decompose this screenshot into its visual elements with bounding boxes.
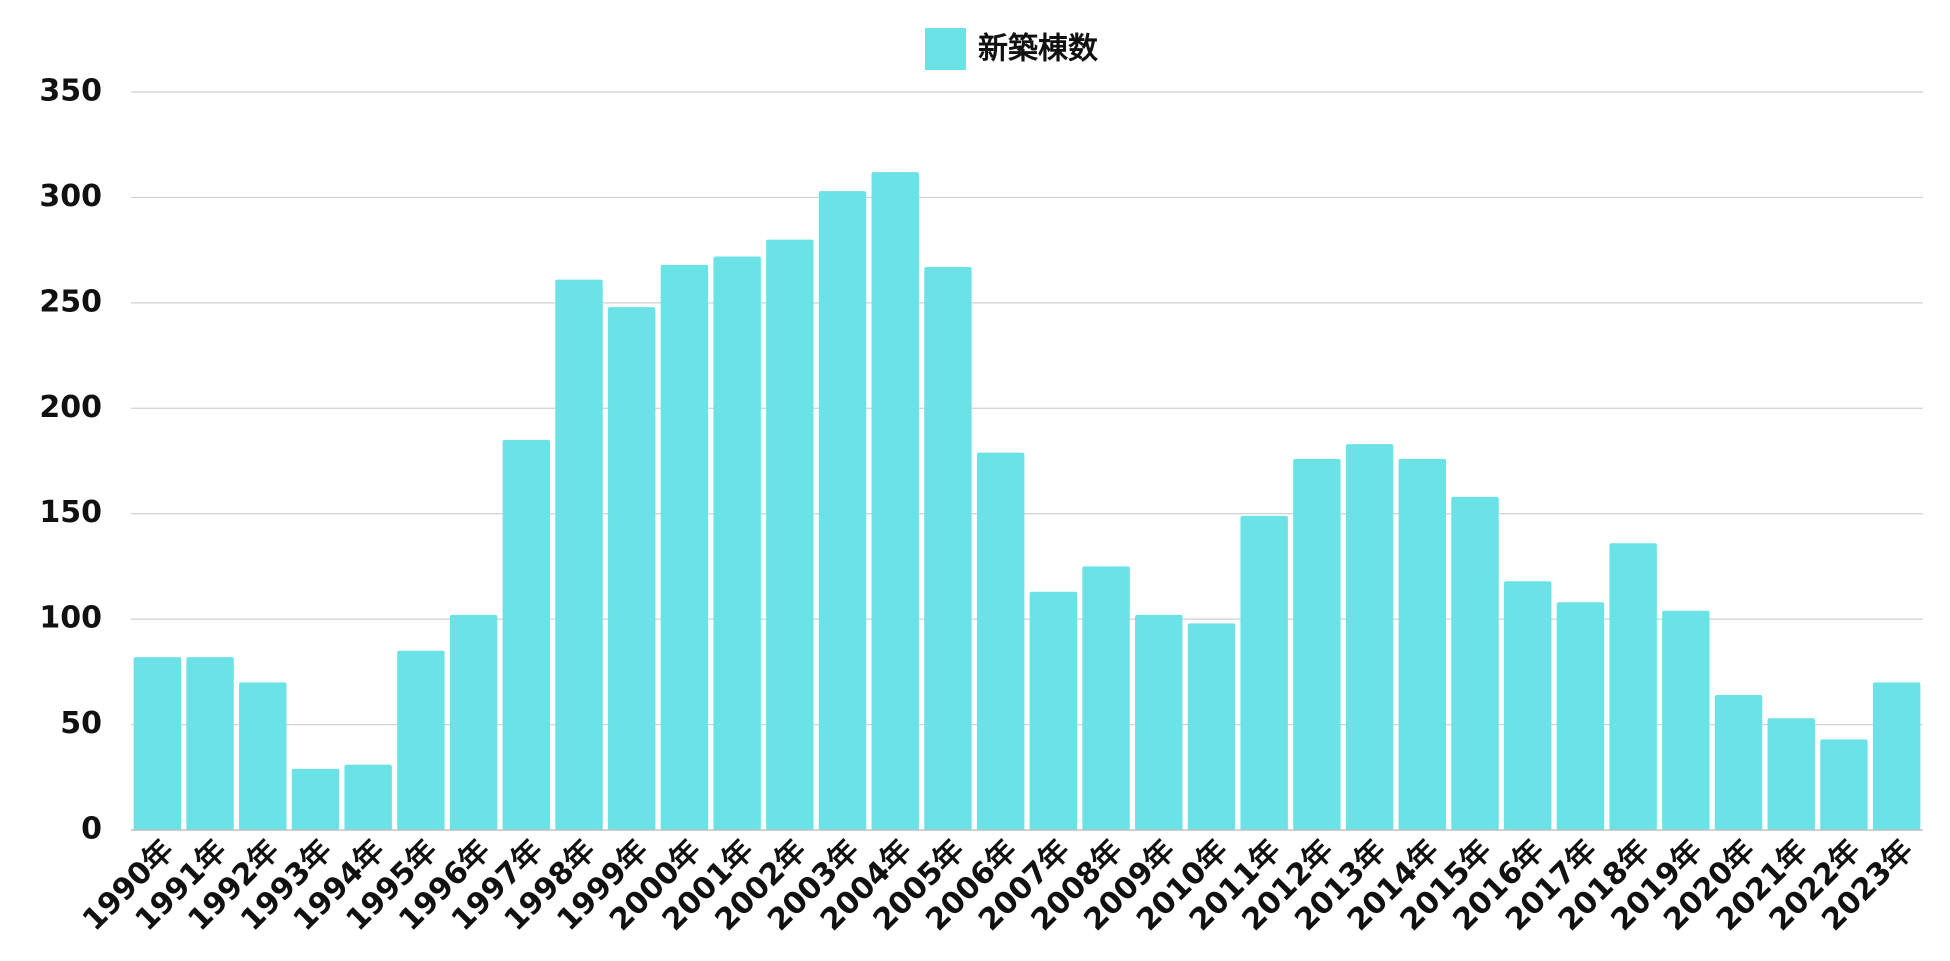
y-tick-label: 50	[60, 706, 102, 741]
legend-label: 新築棟数	[978, 32, 1099, 67]
bar	[502, 439, 551, 830]
bar	[291, 768, 340, 830]
bar	[1820, 739, 1868, 830]
bar	[1345, 444, 1394, 830]
bar	[1662, 610, 1710, 830]
bar	[1135, 614, 1183, 830]
y-tick-label: 250	[39, 284, 102, 319]
bar	[818, 191, 867, 831]
bar	[660, 264, 709, 831]
y-tick-label: 150	[39, 495, 102, 530]
bar	[1082, 566, 1130, 830]
y-tick-label: 350	[39, 74, 102, 109]
bar	[1609, 543, 1657, 830]
bar	[1240, 515, 1288, 830]
bar	[976, 452, 1025, 830]
bar	[713, 256, 761, 830]
y-tick-label: 200	[39, 390, 102, 425]
bar	[1714, 695, 1763, 830]
bar	[1872, 682, 1921, 830]
bar	[607, 307, 656, 830]
bar	[344, 764, 392, 830]
bar	[1767, 718, 1815, 830]
y-tick-label: 300	[39, 179, 102, 214]
bar	[924, 267, 972, 830]
bar	[133, 657, 182, 830]
bar	[1556, 602, 1605, 830]
y-tick-label: 100	[39, 601, 102, 636]
legend-swatch	[925, 28, 966, 70]
bar	[397, 650, 445, 830]
bar	[1398, 458, 1447, 830]
y-tick-label: 0	[81, 812, 102, 847]
bar	[1503, 581, 1552, 830]
bar	[871, 172, 919, 830]
bar	[186, 657, 234, 830]
bar	[239, 682, 287, 830]
bar	[555, 279, 603, 831]
bar	[1451, 496, 1499, 830]
bar	[766, 239, 814, 831]
bar	[449, 614, 498, 830]
bar	[1293, 458, 1341, 830]
bar	[1029, 591, 1078, 830]
bar	[1187, 623, 1236, 830]
